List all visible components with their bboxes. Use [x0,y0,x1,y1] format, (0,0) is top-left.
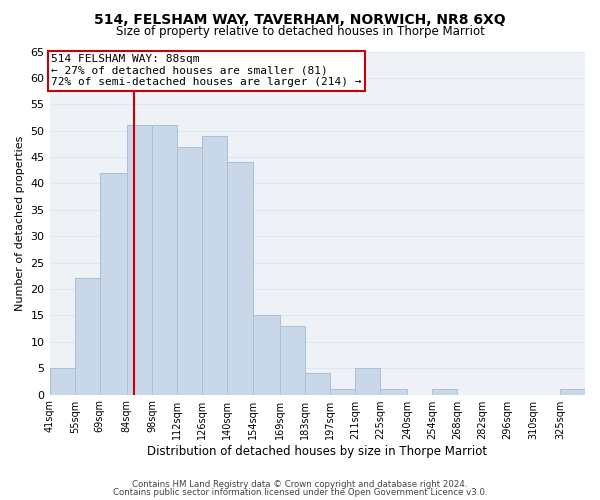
Y-axis label: Number of detached properties: Number of detached properties [15,136,25,310]
Bar [152,126,177,394]
Bar [177,146,202,394]
Bar [280,326,305,394]
Bar [253,316,280,394]
Bar [560,390,585,394]
Bar [355,368,380,394]
Bar [74,278,100,394]
X-axis label: Distribution of detached houses by size in Thorpe Marriot: Distribution of detached houses by size … [147,444,487,458]
Bar [305,374,330,394]
Bar [100,173,127,394]
Bar [50,368,74,394]
Bar [202,136,227,394]
Bar [227,162,253,394]
Text: 514, FELSHAM WAY, TAVERHAM, NORWICH, NR8 6XQ: 514, FELSHAM WAY, TAVERHAM, NORWICH, NR8… [94,12,506,26]
Text: Contains public sector information licensed under the Open Government Licence v3: Contains public sector information licen… [113,488,487,497]
Bar [432,390,457,394]
Text: 514 FELSHAM WAY: 88sqm
← 27% of detached houses are smaller (81)
72% of semi-det: 514 FELSHAM WAY: 88sqm ← 27% of detached… [52,54,362,88]
Text: Contains HM Land Registry data © Crown copyright and database right 2024.: Contains HM Land Registry data © Crown c… [132,480,468,489]
Text: Size of property relative to detached houses in Thorpe Marriot: Size of property relative to detached ho… [116,25,484,38]
Bar [380,390,407,394]
Bar [330,390,355,394]
Bar [127,126,152,394]
